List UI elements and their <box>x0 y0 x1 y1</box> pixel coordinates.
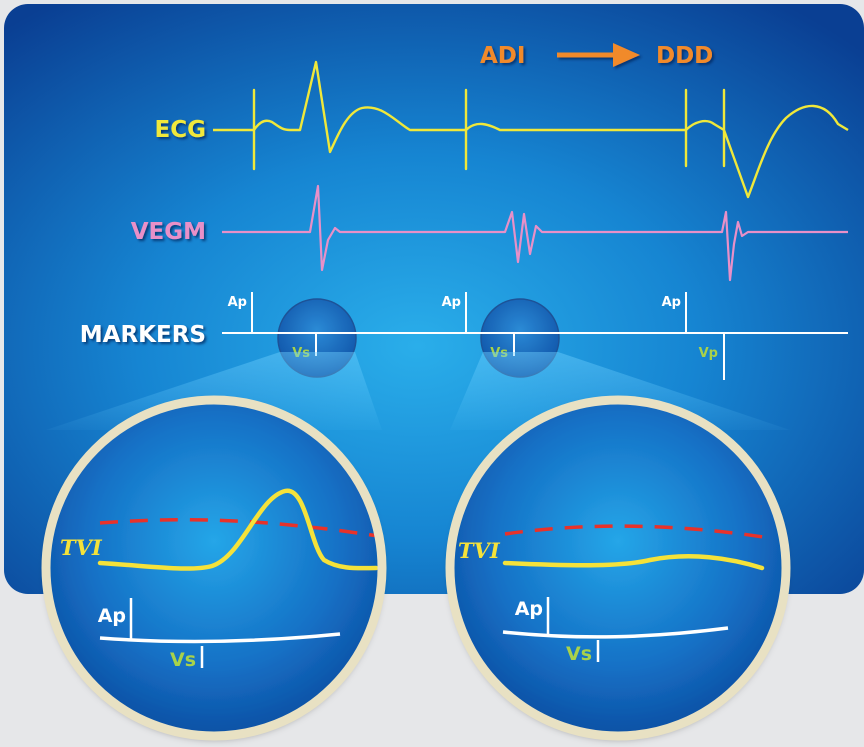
tvi-label-left: TVI <box>60 535 103 560</box>
zoom-right-atrial: Ap <box>515 598 543 620</box>
zoom-right-ventricular: Vs <box>566 643 592 665</box>
vegm-trace <box>222 184 848 282</box>
tvi-trace-right <box>502 554 765 571</box>
arrow-right-icon <box>557 43 640 67</box>
zoom-left-ventricular: Vs <box>170 649 196 671</box>
threshold-line-right <box>504 524 771 540</box>
markers-label: MARKERS <box>80 322 206 348</box>
from-mode-label: ADI <box>480 43 525 69</box>
marker-1-atrial: Ap <box>228 295 247 310</box>
magnifier-right: TVI Ap Vs <box>445 395 791 741</box>
zoom-beam-right <box>450 352 790 430</box>
to-mode-label: DDD <box>656 43 713 69</box>
marker-2-atrial: Ap <box>442 295 461 310</box>
marker-3-ventricular: Vp <box>699 346 718 361</box>
tvi-trace-left <box>97 488 379 571</box>
ecg-label: ECG <box>155 117 206 143</box>
marker-baseline-right <box>502 626 729 639</box>
tvi-label-right: TVI <box>458 538 501 563</box>
threshold-line-left <box>99 517 379 538</box>
marker-3-atrial: Ap <box>662 295 681 310</box>
vegm-label: VEGM <box>131 219 206 245</box>
magnifier-left: TVI Ap Vs <box>41 395 387 741</box>
zoom-left-atrial: Ap <box>98 605 126 627</box>
ecg-trace <box>213 60 849 199</box>
zoom-beam-left <box>46 352 382 430</box>
